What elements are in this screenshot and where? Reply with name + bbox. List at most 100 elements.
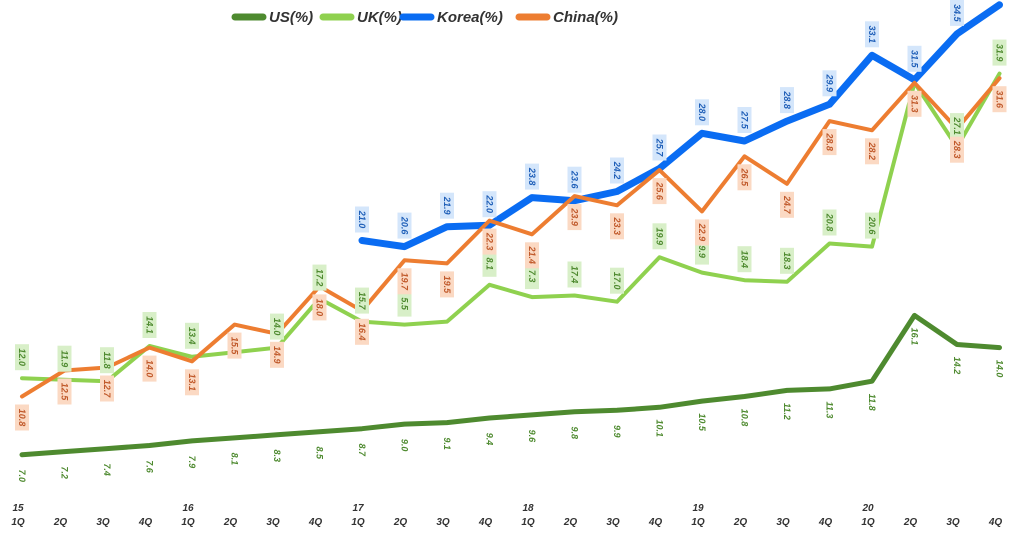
data-label-text: 9.6 xyxy=(527,430,537,444)
data-label-text: 31.3 xyxy=(910,95,920,113)
data-label-text: 11.2 xyxy=(782,403,792,420)
data-label-1-18: 18.3 xyxy=(780,247,794,274)
data-label-box xyxy=(780,191,794,218)
data-label-text: 19.7 xyxy=(400,273,410,292)
data-label-text: 9.9 xyxy=(697,245,707,258)
data-label-0-11: 9.4 xyxy=(485,433,495,446)
data-label-text: 31.5 xyxy=(910,50,920,69)
data-label-text: 22.9 xyxy=(697,223,707,242)
data-label-box xyxy=(355,287,369,314)
data-label-box xyxy=(482,228,497,255)
data-label-box xyxy=(482,250,497,277)
data-label-0-2: 7.4 xyxy=(102,463,112,476)
x-tick-quarter: 3Q xyxy=(266,517,280,528)
x-tick-year: 15 xyxy=(12,503,24,514)
data-label-box xyxy=(567,204,582,231)
data-label-box xyxy=(907,45,922,72)
data-label-3-14: 23.3 xyxy=(610,213,624,240)
data-label-text: 17.4 xyxy=(570,266,580,284)
data-label-box xyxy=(950,136,964,163)
data-label-text: 23.3 xyxy=(612,217,622,236)
data-label-3-15: 25.6 xyxy=(652,178,667,205)
data-label-text: 22.3 xyxy=(485,232,495,251)
data-label-text: 24.2 xyxy=(612,161,622,180)
data-label-box xyxy=(950,0,964,26)
data-label-0-18: 11.2 xyxy=(782,403,792,420)
data-label-2-12: 23.8 xyxy=(525,163,539,190)
data-label-0-14: 9.9 xyxy=(612,425,622,438)
data-label-0-22: 14.2 xyxy=(952,357,962,375)
data-label-box xyxy=(992,86,1007,113)
data-label-text: 5.5 xyxy=(400,297,410,311)
data-label-2-10: 21.9 xyxy=(440,192,454,219)
data-label-1-4: 13.4 xyxy=(185,322,199,349)
data-label-text: 17.2 xyxy=(315,269,325,287)
data-label-text: 10.5 xyxy=(697,413,707,432)
x-axis: 15 1Q 2Q 3Q 4Q 16 1Q 2Q 3Q 4Q 17 1Q 2Q 3Q 4Q 18 1Q 2Q 3Q 4Q… xyxy=(11,503,1002,528)
data-label-box xyxy=(355,318,369,345)
x-tick-quarter: 4Q xyxy=(988,517,1003,528)
data-label-box xyxy=(737,164,752,191)
data-label-text: 11.9 xyxy=(60,350,70,367)
data-label-2-21: 31.5 xyxy=(907,45,922,72)
data-label-box xyxy=(270,313,284,340)
data-label-box xyxy=(652,223,667,250)
data-label-box xyxy=(57,345,72,372)
data-label-box xyxy=(227,332,242,359)
x-tick-quarter: 2Q xyxy=(53,517,68,528)
data-label-0-23: 14.0 xyxy=(995,360,1005,378)
x-tick-year: 18 xyxy=(522,503,534,514)
data-label-3-6: 14.9 xyxy=(270,341,284,368)
data-label-3-22: 28.3 xyxy=(950,136,964,163)
data-label-1-2: 11.8 xyxy=(100,347,114,374)
data-label-box xyxy=(610,267,624,294)
data-label-1-6: 14.0 xyxy=(270,313,284,340)
data-label-box xyxy=(440,192,454,219)
data-label-box xyxy=(822,70,837,97)
data-label-text: 8.5 xyxy=(315,446,325,460)
data-label-1-13: 17.4 xyxy=(567,261,582,288)
data-label-text: 14.0 xyxy=(272,318,282,336)
data-label-text: 26.5 xyxy=(740,168,750,188)
data-label-text: 10.8 xyxy=(740,409,750,427)
data-label-2-13: 23.6 xyxy=(567,166,582,193)
x-tick-year: 16 xyxy=(182,503,194,514)
data-label-box xyxy=(907,90,922,117)
x-tick-quarter: 1Q xyxy=(351,517,365,528)
x-tick-quarter: 1Q xyxy=(691,517,705,528)
series-lines xyxy=(19,1,1003,458)
data-label-text: 14.0 xyxy=(145,360,155,378)
data-label-box xyxy=(142,312,157,338)
data-label-box xyxy=(865,212,879,239)
x-tick-quarter: 4Q xyxy=(648,517,663,528)
data-label-3-11: 22.3 xyxy=(482,228,497,255)
legend: US(%) UK(%) Korea(%) China(%) xyxy=(231,9,618,26)
data-label-0-16: 10.5 xyxy=(697,413,707,432)
data-label-0-1: 7.2 xyxy=(60,466,70,479)
data-labels: 7.0 7.2 7.4 7.6 7.9 8.1 8.3 8.5 8.7 9.0 9.1 9.4 9.6 9… xyxy=(15,0,1007,482)
x-tick-quarter: 1Q xyxy=(861,517,875,528)
x-tick-quarter: 2Q xyxy=(223,517,238,528)
data-label-box xyxy=(610,157,624,184)
data-label-box xyxy=(397,268,412,295)
data-label-box xyxy=(567,166,582,193)
data-label-0-20: 11.8 xyxy=(867,394,877,411)
x-tick-quarter: 2Q xyxy=(733,517,748,528)
data-label-2-19: 29.9 xyxy=(822,70,837,97)
data-label-3-20: 28.2 xyxy=(865,138,879,165)
data-label-0-12: 9.6 xyxy=(527,430,537,444)
data-label-text: 15.5 xyxy=(230,337,240,356)
data-label-2-20: 33.1 xyxy=(865,21,879,48)
series-line-3 xyxy=(20,76,1002,399)
data-label-text: 28.8 xyxy=(825,132,835,151)
data-label-1-23: 31.9 xyxy=(992,39,1007,66)
data-label-2-11: 22.0 xyxy=(482,191,497,218)
data-label-text: 7.3 xyxy=(527,270,537,283)
data-label-text: 34.5 xyxy=(952,4,962,23)
data-label-text: 18.3 xyxy=(782,252,792,270)
data-label-text: 7.0 xyxy=(17,469,27,482)
data-label-0-13: 9.8 xyxy=(570,427,580,440)
data-label-text: 27.1 xyxy=(952,116,962,135)
data-label-3-13: 23.9 xyxy=(567,204,582,231)
data-label-0-4: 7.9 xyxy=(187,456,197,469)
